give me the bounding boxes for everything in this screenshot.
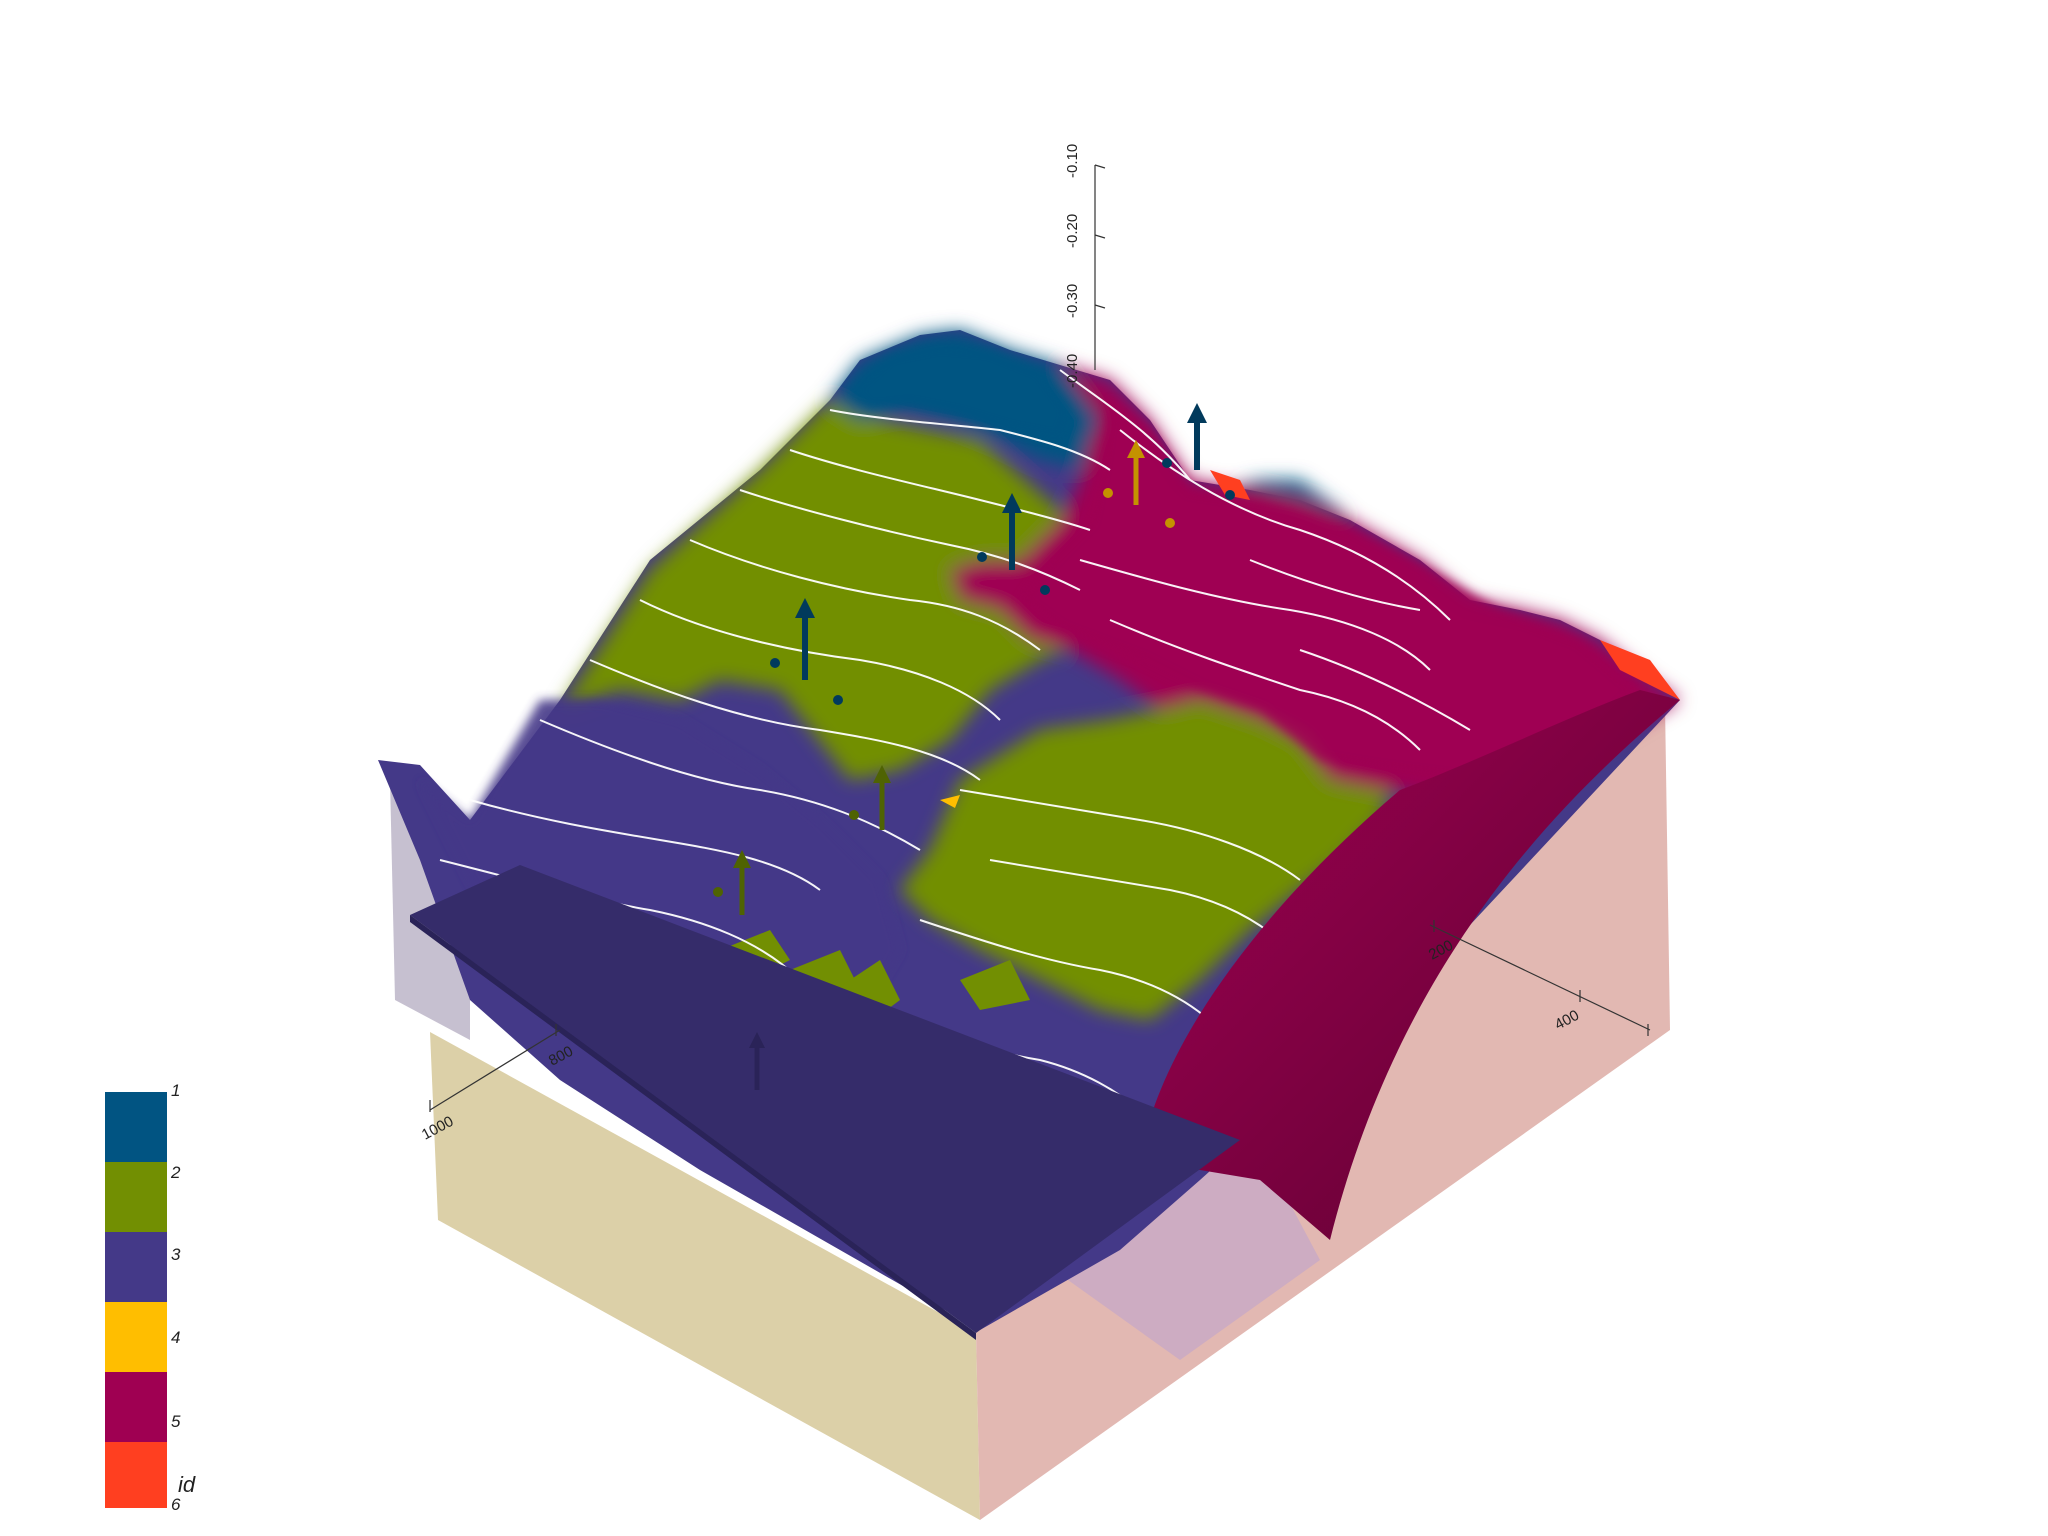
orientation-arrow-unit-2 bbox=[873, 765, 891, 830]
z-tick-label: -0.30 bbox=[1064, 284, 1081, 318]
orientation-arrow-unit-2 bbox=[733, 850, 751, 915]
x-axis-line bbox=[429, 1029, 561, 1111]
orientation-markers bbox=[713, 403, 1235, 1090]
surface-points bbox=[713, 458, 1235, 897]
z-axis-tick-labels: -0.10 -0.20 -0.30 -0.40 bbox=[1064, 144, 1081, 388]
y-axis-line bbox=[1429, 924, 1651, 1031]
orientation-arrow-unit-1 bbox=[1002, 493, 1022, 570]
orientation-arrow-unit-1 bbox=[795, 598, 815, 680]
legend-label-6: 6 bbox=[171, 1495, 181, 1514]
legend-swatch-6 bbox=[105, 1442, 167, 1508]
legend-label-2: 2 bbox=[170, 1163, 181, 1182]
z-tick-label: -0.40 bbox=[1064, 354, 1081, 388]
legend-label-3: 3 bbox=[171, 1245, 181, 1264]
legend-swatch-1 bbox=[105, 1092, 167, 1162]
unit-2-zone-lower bbox=[900, 690, 1390, 1020]
legend-swatch-4 bbox=[105, 1302, 167, 1372]
unit-3-slab-edge bbox=[410, 915, 976, 1340]
unit-6-edge-top bbox=[1210, 470, 1250, 500]
legend-title: id bbox=[178, 1472, 196, 1497]
unit-5-core bbox=[1020, 400, 1640, 780]
scalar-bar-legend: 1 2 3 4 5 6 id bbox=[105, 1081, 196, 1514]
legend-swatch-5 bbox=[105, 1372, 167, 1442]
legend-label-5: 5 bbox=[171, 1412, 181, 1431]
orientation-arrow-unit-4 bbox=[1127, 440, 1145, 505]
unit-1-core bbox=[850, 345, 1070, 440]
unit-2-zone-upper bbox=[560, 400, 1120, 780]
orientation-arrow-unit-3 bbox=[749, 1032, 765, 1090]
orientation-arrow-unit-1 bbox=[1187, 403, 1207, 470]
legend-label-1: 1 bbox=[171, 1081, 180, 1100]
legend-label-4: 4 bbox=[171, 1328, 180, 1347]
unit-6-edge bbox=[1600, 640, 1680, 700]
legend-swatch-2 bbox=[105, 1162, 167, 1232]
z-tick-label: -0.20 bbox=[1064, 214, 1081, 248]
unit-5-curved-layer bbox=[1140, 690, 1680, 1240]
box-left-face bbox=[430, 1032, 980, 1520]
axes bbox=[429, 164, 1651, 1112]
legend-swatch-3 bbox=[105, 1232, 167, 1302]
unit-3-flat-slab bbox=[410, 865, 1240, 1333]
z-tick-label: -0.10 bbox=[1064, 144, 1081, 178]
